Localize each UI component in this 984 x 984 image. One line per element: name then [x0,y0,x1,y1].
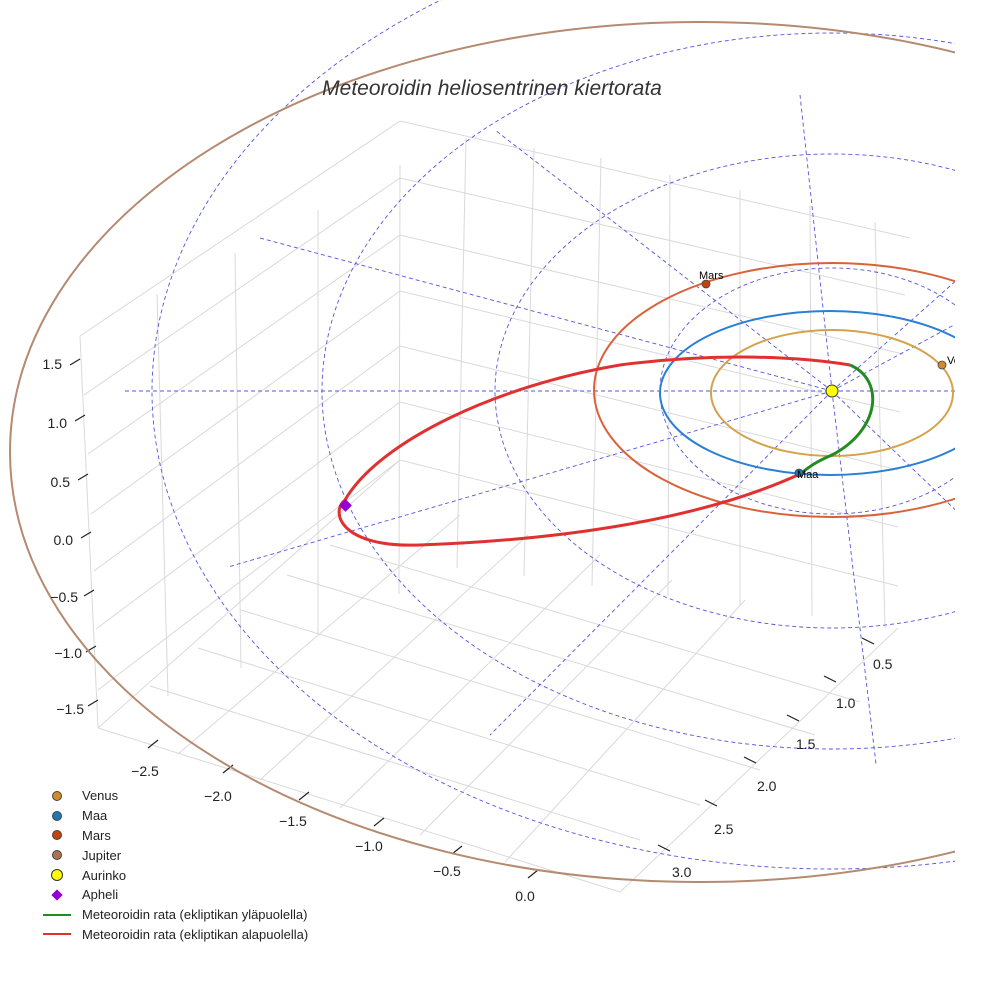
legend-label: Maa [82,808,108,824]
legend-marker [40,926,74,942]
trajectory-above-ecliptic [799,363,875,476]
legend-marker [40,808,74,824]
legend-label: Aurinko [82,867,127,883]
z-tick-label: −1.0 [54,645,82,661]
legend-label: Meteoroidin rata (ekliptikan yläpuolella… [82,907,308,923]
legend-label: Mars [82,827,111,843]
legend-marker [40,827,74,843]
legend-item: Meteoroidin rata (ekliptikan alapuolella… [40,925,308,945]
mars-orbit [593,262,955,518]
x-tick-label: −2.5 [131,763,159,779]
sun-marker [825,384,839,398]
aphelion-marker [339,499,352,512]
mars-marker [701,279,711,289]
x-tick-label: −0.5 [433,863,461,879]
legend-marker [40,847,74,863]
legend-label: Jupiter [82,847,122,863]
y-tick-label: 2.5 [714,821,734,837]
legend-label: Meteoroidin rata (ekliptikan alapuolella… [82,926,309,942]
z-tick-label: −1.5 [56,701,84,717]
legend-item: Venus [40,786,308,806]
earth-orbit [659,310,955,476]
x-tick-label: −1.0 [355,838,383,854]
y-tick-label: 2.0 [757,778,777,794]
axes-grid [79,120,911,893]
legend-item: Jupiter [40,845,308,865]
ecliptic-grid [125,0,955,870]
venus-marker [937,360,947,370]
legend-marker [40,887,74,903]
y-tick-label: 1.0 [836,695,856,711]
y-tick-label: 1.5 [796,736,816,752]
legend-item: Apheli [40,885,308,905]
earth-marker [794,468,804,478]
y-tick-label: 3.0 [672,864,692,880]
y-tick-label: 0.5 [873,656,893,672]
legend-item: Meteoroidin rata (ekliptikan yläpuolella… [40,905,308,925]
earth-label: Maa [797,469,819,481]
legend-label: Venus [82,788,119,804]
legend-item: Mars [40,826,308,846]
x-tick-label: 0.0 [515,888,535,904]
z-tick-label: 0.5 [51,474,71,490]
legend-item: Maa [40,806,308,826]
legend-item: Aurinko [40,865,308,885]
venus-label: Venus [947,355,978,367]
z-tick-label: −0.5 [50,589,78,605]
mars-label: Mars [699,270,724,282]
legend-marker [40,788,74,804]
legend-marker [40,907,74,923]
z-tick-label: 1.0 [48,415,68,431]
z-tick-label: 1.5 [43,356,63,372]
z-tick-label: 0.0 [54,532,74,548]
legend: Venus Maa Mars Jupiter Aurinko Apheli Meteoroi… [40,786,308,944]
x-tick-label: −1.5 [279,813,307,829]
jupiter-orbit [9,21,955,883]
legend-label: Apheli [82,887,119,903]
x-tick-label: −2.0 [204,788,232,804]
legend-marker [40,867,74,883]
chart-title: Meteoroidin heliosentrinen kiertorata [322,77,662,100]
